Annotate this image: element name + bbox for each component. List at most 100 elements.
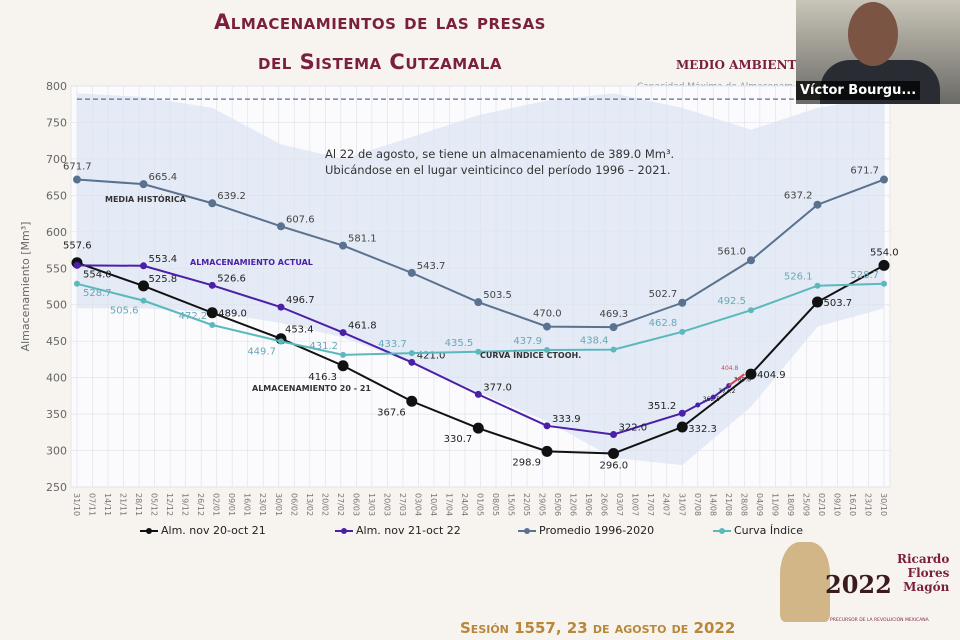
x-tick-label: 07/11 (88, 493, 97, 516)
legend-label: Alm. nov 21-oct 22 (356, 524, 461, 537)
data-label: 322.0 (619, 423, 648, 434)
series-inline-label: CURVA ÍNDICE CTOOH. (480, 349, 581, 360)
data-point (139, 180, 148, 189)
x-tick-label: 20/02 (320, 493, 329, 516)
data-point (880, 175, 888, 184)
x-tick-label: 23/10 (863, 493, 872, 516)
x-tick-label: 02/10 (817, 493, 826, 516)
data-label: 557.6 (63, 241, 92, 252)
y-tick-label: 750 (46, 116, 67, 129)
x-tick-label: 23/01 (258, 493, 267, 516)
data-point (140, 297, 147, 304)
emblem-year: 2022 (825, 570, 892, 599)
data-label: 554.0 (870, 247, 899, 258)
data-point (337, 360, 349, 372)
data-label: 431.2 (309, 341, 338, 352)
data-label: 435.5 (445, 338, 474, 349)
y-tick-label: 400 (46, 372, 67, 385)
x-tick-label: 30/10 (879, 493, 888, 516)
data-point (475, 348, 482, 355)
data-label: 330.7 (444, 434, 473, 445)
data-point (408, 350, 415, 357)
x-tick-label: 03/04 (413, 493, 422, 516)
y-tick-label: 800 (46, 80, 67, 93)
y-tick-label: 500 (46, 299, 67, 312)
data-label: 561.0 (717, 246, 746, 257)
y-tick-label: 550 (46, 262, 67, 275)
data-label: 469.3 (600, 309, 629, 320)
x-tick-label: 26/06 (600, 493, 609, 516)
y-tick-label: 350 (46, 408, 67, 421)
data-label: 333.9 (552, 414, 581, 425)
data-label: 671.7 (63, 162, 92, 173)
emblem-name-2: Flores (907, 566, 950, 580)
data-label: 470.0 (533, 309, 562, 320)
data-label: 554.0 (83, 269, 112, 280)
y-tick-label: 650 (46, 189, 67, 202)
emblem-name-3: Magón (903, 580, 950, 594)
x-tick-label: 27/02 (336, 493, 345, 516)
webcam-video[interactable]: Víctor Bourgu... (796, 0, 960, 104)
x-tick-label: 20/03 (382, 493, 391, 516)
x-tick-label: 04/09 (755, 493, 764, 516)
data-point (472, 422, 484, 434)
data-point (277, 303, 285, 311)
data-label: 449.7 (247, 346, 276, 357)
data-point (813, 200, 822, 209)
x-tick-label: 16/01 (243, 493, 252, 516)
x-tick-label: 28/08 (739, 493, 748, 516)
x-tick-label: 03/07 (615, 493, 624, 516)
projection-line (728, 373, 745, 387)
x-tick-label: 05/06 (553, 493, 562, 516)
x-tick-label: 24/07 (662, 493, 671, 516)
data-label: 543.7 (417, 261, 446, 272)
legend-label: Alm. nov 20-oct 21 (161, 524, 266, 537)
data-point (73, 175, 81, 184)
x-tick-label: 16/10 (848, 493, 857, 516)
data-point (209, 321, 216, 328)
data-point (878, 259, 890, 271)
x-tick-label: 28/11 (134, 493, 143, 516)
data-label: 362.5 (703, 396, 720, 403)
data-point (543, 422, 551, 430)
data-point (881, 280, 887, 287)
data-label: 332.3 (688, 424, 717, 435)
x-tick-label: 19/12 (181, 493, 190, 516)
emblem-name-1: Ricardo (897, 552, 950, 566)
data-point (608, 447, 620, 459)
data-label: 433.7 (378, 339, 407, 350)
data-label: 553.4 (149, 254, 178, 265)
data-label: 404.9 (757, 370, 786, 381)
x-tick-label: 17/07 (646, 493, 655, 516)
y-tick-label: 250 (46, 481, 67, 494)
x-tick-label: 21/08 (724, 493, 733, 516)
x-tick-label: 30/01 (274, 493, 283, 516)
legend-swatch (140, 527, 158, 534)
x-tick-label: 31/07 (677, 493, 686, 516)
participant-name: Víctor Bourgu... (796, 81, 921, 100)
annotation-text: Al 22 de agosto, se tiene un almacenamie… (325, 147, 674, 161)
data-point (678, 298, 687, 307)
legend-label: Promedio 1996-2020 (539, 524, 655, 537)
data-point (695, 402, 701, 408)
data-point (610, 431, 618, 439)
data-label: 607.6 (286, 214, 315, 225)
data-point (474, 390, 482, 398)
series-inline-label: ALMACENAMIENTO 20 - 21 (252, 384, 371, 393)
data-label: 492.5 (717, 296, 746, 307)
data-point (408, 358, 416, 366)
legend-item-curva-indice: Curva Índice (713, 524, 803, 537)
data-label: 503.7 (823, 298, 852, 309)
medio-ambiente-logo: MEDIO AMBIENTE (676, 58, 806, 72)
data-label: 528.7 (83, 288, 112, 299)
data-point (811, 296, 823, 308)
data-label: 581.1 (348, 234, 377, 245)
x-tick-label: 14/11 (103, 493, 112, 516)
data-label: 528.7 (850, 270, 879, 281)
x-tick-label: 08/05 (491, 493, 500, 516)
data-point (277, 338, 284, 345)
data-label: 525.8 (149, 274, 178, 285)
data-point (406, 395, 418, 407)
data-point (339, 329, 347, 337)
legend-swatch (713, 527, 731, 534)
